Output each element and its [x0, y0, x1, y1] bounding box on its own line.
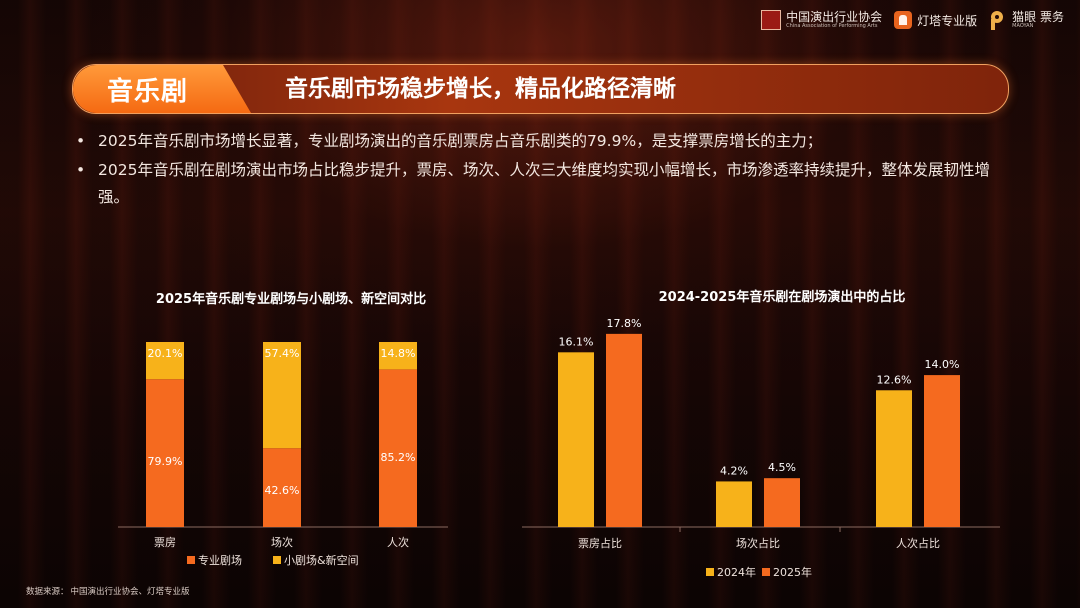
- association-seal-icon: [761, 10, 782, 30]
- category-label: 人次占比: [896, 536, 940, 550]
- legend-label: 2024年: [717, 565, 756, 579]
- data-label: 14.0%: [925, 358, 960, 371]
- dengta-name: 灯塔专业版: [917, 13, 978, 28]
- dengta-icon: [894, 11, 913, 29]
- legend-swatch: [273, 556, 281, 564]
- source-label: 数据来源：: [26, 587, 69, 597]
- data-label: 20.1%: [148, 347, 183, 360]
- stacked-bar-segment: [146, 342, 184, 380]
- category-label: 场次占比: [736, 536, 780, 550]
- stacked-bar-segment: [263, 342, 301, 449]
- dengta-logo: 灯塔专业版: [894, 11, 977, 29]
- stacked-bar-segment: [263, 448, 301, 527]
- association-logo: 中国演出行业协会 China Association of Performing…: [761, 10, 882, 30]
- data-label: 12.6%: [877, 373, 912, 386]
- data-label: 4.5%: [768, 461, 796, 474]
- section-tag: 音乐剧: [73, 65, 251, 113]
- data-label: 79.9%: [148, 455, 183, 468]
- grouped-bar: [876, 390, 912, 527]
- data-label: 85.2%: [381, 451, 416, 464]
- stacked-bar-segment: [379, 369, 417, 527]
- category-label: 票房: [154, 536, 176, 549]
- category-label: 票房占比: [578, 536, 622, 550]
- stacked-bar-segment: [146, 379, 184, 527]
- stacked-bar-segment: [379, 342, 417, 370]
- page-title: 音乐剧市场稳步增长，精品化路径清晰: [285, 76, 676, 102]
- association-name: 中国演出行业协会: [786, 10, 883, 25]
- data-label: 14.8%: [381, 347, 416, 360]
- legend-swatch: [187, 556, 195, 564]
- legend-swatch: [706, 568, 714, 576]
- maoyan-name-en: MAOYAN: [1012, 22, 1034, 29]
- maoyan-icon: [989, 10, 1007, 30]
- bullet-item: 2025年音乐剧市场增长显著，专业剧场演出的音乐剧票房占音乐剧类的79.9%，是…: [72, 128, 1012, 155]
- data-label: 4.2%: [720, 464, 748, 477]
- data-label: 57.4%: [265, 347, 300, 360]
- legend-label: 小剧场&新空间: [284, 553, 359, 567]
- category-label: 场次: [271, 535, 293, 549]
- grouped-bar: [606, 333, 642, 527]
- legend-label: 专业剧场: [198, 553, 242, 567]
- grouped-bar: [558, 352, 594, 527]
- title-banner: 音乐剧 音乐剧市场稳步增长，精品化路径清晰: [72, 64, 1009, 114]
- header-logos: 中国演出行业协会 China Association of Performing…: [761, 10, 1064, 30]
- data-label: 16.1%: [559, 335, 594, 348]
- bullet-item: 2025年音乐剧在剧场演出市场占比稳步提升，票房、场次、人次三大维度均实现小幅增…: [72, 157, 1012, 211]
- chart-title-right: 2024-2025年音乐剧在剧场演出中的占比: [658, 290, 906, 305]
- grouped-bar: [764, 478, 800, 527]
- grouped-bar: [924, 375, 960, 527]
- category-label: 人次: [387, 535, 409, 549]
- data-label: 42.6%: [265, 484, 300, 497]
- chart-title-left: 2025年音乐剧专业剧场与小剧场、新空间对比: [155, 292, 427, 307]
- data-source: 数据来源： 中国演出行业协会、灯塔专业版: [26, 585, 192, 597]
- data-label: 17.8%: [607, 317, 642, 330]
- association-name-en: China Association of Performing Arts: [786, 22, 878, 29]
- summary-bullets: 2025年音乐剧市场增长显著，专业剧场演出的音乐剧票房占音乐剧类的79.9%，是…: [72, 128, 1012, 213]
- grouped-bar: [716, 481, 752, 527]
- legend-label: 2025年: [773, 565, 812, 579]
- maoyan-name: 猫眼 票务: [1012, 10, 1064, 25]
- maoyan-logo: 猫眼 票务 MAOYAN: [989, 10, 1064, 30]
- legend-swatch: [762, 568, 770, 576]
- source-text: 中国演出行业协会、灯塔专业版: [70, 587, 190, 597]
